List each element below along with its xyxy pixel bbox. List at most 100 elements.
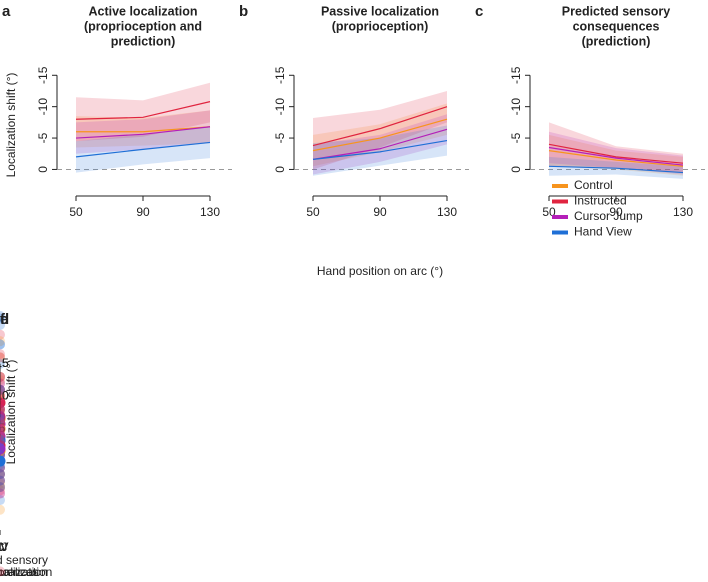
data-point — [0, 482, 5, 493]
y-tick-label: -15 — [509, 66, 523, 84]
x-tick-label: C — [0, 540, 5, 554]
y-tick-label: -10 — [273, 98, 287, 116]
x-axis-label: Passive localization — [0, 565, 52, 579]
data-point — [0, 469, 5, 480]
series-line — [548, 143, 684, 164]
x-tick-label: 90 — [136, 205, 150, 219]
series-line — [75, 101, 211, 120]
y-tick-label: -10 — [0, 388, 9, 402]
data-point — [0, 410, 5, 421]
data-point — [0, 375, 5, 386]
data-point — [0, 378, 5, 389]
legend-label: Instructed — [574, 194, 627, 208]
x-tick-label: 130 — [437, 205, 457, 219]
data-point — [0, 436, 5, 447]
data-point — [0, 469, 5, 480]
series-line — [312, 118, 448, 152]
series-line — [75, 126, 211, 139]
data-point — [0, 388, 5, 399]
y-tick-label: -5 — [273, 132, 287, 143]
y-tick-label: -10 — [36, 98, 50, 116]
series-line — [312, 106, 448, 147]
data-point — [0, 384, 5, 395]
y-tick-label: 0 — [509, 166, 523, 173]
data-point — [0, 504, 5, 515]
series-line — [76, 126, 211, 133]
data-point — [0, 371, 5, 382]
data-point — [0, 410, 5, 421]
mean-point — [0, 443, 6, 455]
data-point — [0, 417, 5, 428]
ci-band — [549, 134, 683, 176]
ci-band — [76, 82, 210, 142]
y-tick-label: -15 — [0, 356, 9, 370]
data-point — [0, 475, 5, 486]
x-tick-label: HV — [0, 540, 8, 554]
mean-point — [0, 411, 6, 423]
data-point — [0, 423, 5, 434]
data-point — [0, 352, 5, 363]
data-point — [0, 391, 5, 402]
chart-title: prediction) — [111, 34, 176, 48]
data-point — [0, 482, 5, 493]
x-axis-label: consequences — [0, 565, 39, 579]
y-axis-label: Localization shift (°) — [4, 360, 18, 465]
y-tick-label: -5 — [509, 132, 523, 143]
x-axis-label: Active localization — [0, 565, 48, 579]
data-point — [0, 413, 5, 424]
legend-label: Hand View — [574, 225, 632, 239]
data-point — [0, 336, 5, 347]
y-tick-label: 0 — [273, 166, 287, 173]
panel-letter: b — [239, 3, 248, 20]
panel-letter: f — [0, 311, 6, 328]
data-point — [0, 443, 5, 454]
ci-band — [313, 125, 447, 176]
data-point — [0, 384, 5, 395]
series-line — [548, 165, 684, 174]
x-tick-label: CJ — [0, 540, 7, 554]
x-tick-label: I — [0, 540, 2, 554]
data-point — [0, 495, 5, 506]
series-line — [312, 128, 448, 160]
y-tick-label: 0 — [36, 166, 50, 173]
chart-title: (prediction) — [582, 34, 651, 48]
x-tick-label: HV — [0, 540, 8, 554]
x-tick-label: HV — [0, 540, 8, 554]
data-point — [0, 475, 5, 486]
data-point — [0, 352, 5, 363]
x-tick-label: I — [0, 540, 2, 554]
chart-title: Predicted sensory — [562, 4, 670, 18]
data-point — [0, 319, 5, 330]
series-line — [75, 141, 211, 158]
series-line — [548, 146, 684, 166]
mean-point — [0, 455, 6, 467]
chart-title: (proprioception and — [84, 19, 202, 33]
panel-letter: d — [0, 311, 9, 328]
data-point — [0, 469, 5, 480]
legend-label: Cursor Jump — [574, 209, 643, 223]
y-tick-label: -15 — [0, 356, 9, 370]
data-point — [0, 384, 5, 395]
data-point — [0, 391, 5, 402]
ci-band — [76, 110, 210, 148]
ci-band — [549, 131, 683, 175]
mean-point — [0, 397, 6, 409]
chart-title: consequences — [573, 19, 660, 33]
data-point — [0, 482, 5, 493]
x-tick-label: I — [0, 540, 2, 554]
data-point — [0, 313, 5, 324]
y-tick-label: -5 — [0, 421, 6, 435]
data-point — [0, 430, 5, 441]
chart-title: Active localization — [88, 4, 197, 18]
data-point — [0, 475, 5, 486]
data-point — [0, 391, 5, 402]
data-point — [0, 423, 5, 434]
data-point — [0, 469, 5, 480]
series-line — [312, 139, 448, 160]
data-point — [0, 349, 5, 360]
data-point — [0, 371, 5, 382]
y-tick-label: -5 — [36, 132, 50, 143]
data-point — [0, 485, 5, 496]
data-point — [0, 384, 5, 395]
